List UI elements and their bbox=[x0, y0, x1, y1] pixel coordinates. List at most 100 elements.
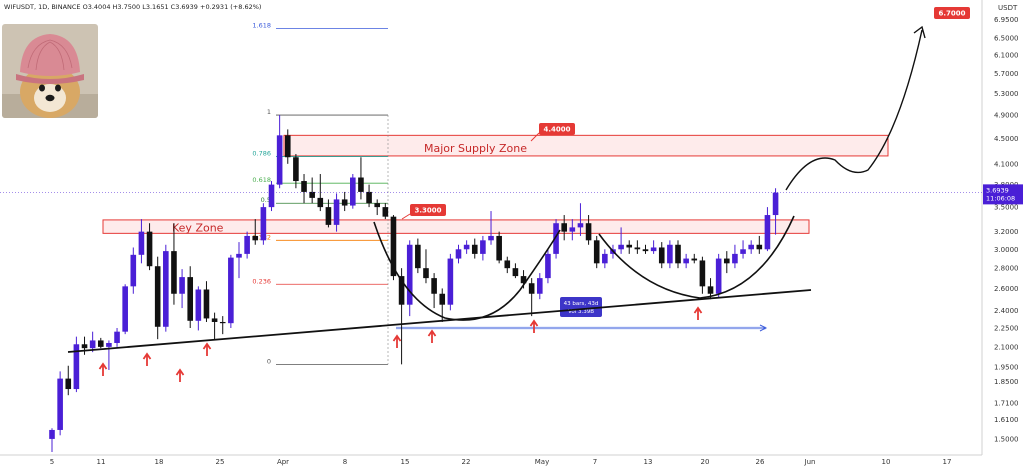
price-axis-unit: USDT bbox=[998, 4, 1018, 12]
candle-body bbox=[675, 244, 681, 264]
bearish-candle bbox=[658, 242, 665, 269]
fib-level-label: 0.236 bbox=[252, 277, 271, 285]
bullish-candle bbox=[715, 253, 722, 297]
candle-body bbox=[431, 278, 437, 294]
x-tick-label: 11 bbox=[97, 458, 106, 466]
bullish-candle bbox=[49, 428, 55, 452]
dog-avatar-logo bbox=[2, 24, 98, 118]
y-tick-label: 1.9500 bbox=[994, 364, 1019, 372]
candle-body bbox=[398, 276, 405, 305]
bearish-candle bbox=[512, 263, 519, 279]
candle-body bbox=[301, 181, 307, 192]
supply-zone-pointer bbox=[530, 132, 540, 142]
bullish-candle bbox=[748, 240, 754, 254]
candle-body bbox=[163, 251, 169, 327]
projection-path[interactable] bbox=[785, 29, 923, 191]
y-tick-label: 1.5000 bbox=[994, 435, 1019, 443]
bearish-candle bbox=[358, 157, 364, 200]
candle-body bbox=[49, 429, 55, 439]
candle-body bbox=[73, 344, 80, 390]
candle-body bbox=[740, 249, 746, 254]
candle-body bbox=[480, 240, 486, 254]
bearish-candle bbox=[317, 174, 324, 212]
candle-body bbox=[512, 268, 519, 277]
candle-body bbox=[57, 378, 63, 430]
bearish-candle bbox=[561, 215, 567, 241]
bullish-candle bbox=[106, 340, 112, 370]
candle-body bbox=[496, 235, 502, 261]
candle-body bbox=[114, 331, 120, 343]
candle-body bbox=[715, 258, 722, 294]
candle-body bbox=[325, 207, 332, 225]
bullish-candle bbox=[569, 219, 576, 241]
candle-body bbox=[284, 135, 291, 158]
candle-body bbox=[228, 257, 234, 324]
candle-body bbox=[146, 231, 153, 267]
candle-body bbox=[390, 216, 397, 277]
candle-body bbox=[252, 235, 259, 241]
supply-zone-rect[interactable] bbox=[283, 134, 889, 157]
bullish-candle bbox=[667, 240, 673, 269]
handle-curve[interactable] bbox=[598, 215, 795, 299]
bearish-candle bbox=[219, 316, 226, 335]
up-arrow-head bbox=[202, 342, 212, 350]
x-tick-labels: 5 11 18 25 Apr 8 15 22 May 7 13 20 26 Jun 10 17 bbox=[50, 458, 952, 466]
y-tick-label: 3.2000 bbox=[994, 228, 1019, 236]
current-price-countdown: 11:06:08 bbox=[986, 194, 1015, 202]
bearish-candle bbox=[471, 238, 478, 259]
bullish-candle bbox=[740, 240, 746, 259]
y-tick-label: 6.9500 bbox=[994, 16, 1019, 24]
up-arrow-head bbox=[175, 368, 185, 376]
drawings[interactable] bbox=[67, 25, 926, 382]
ascending-support-trendline[interactable] bbox=[67, 289, 812, 353]
key-zone-rect[interactable] bbox=[102, 219, 810, 234]
candle-body bbox=[618, 244, 624, 250]
y-tick-label: 3.5000 bbox=[994, 204, 1019, 212]
candle-body bbox=[520, 276, 527, 284]
candle-body bbox=[699, 260, 706, 287]
bearish-candle bbox=[97, 337, 104, 349]
candle-body bbox=[593, 240, 600, 264]
candle-body bbox=[447, 258, 454, 305]
bearish-candle bbox=[325, 199, 332, 228]
cup-curve[interactable] bbox=[373, 221, 561, 321]
candle-body bbox=[154, 266, 161, 327]
up-arrow-icon bbox=[427, 329, 437, 343]
candle-body bbox=[504, 260, 511, 269]
bearish-candle bbox=[211, 312, 218, 340]
candle-body bbox=[602, 253, 608, 264]
key-zone-badge-text: 3.3000 bbox=[414, 207, 441, 215]
candle-body bbox=[748, 244, 754, 250]
y-tick-label: 2.6000 bbox=[994, 285, 1019, 293]
bearish-candle bbox=[390, 215, 397, 281]
candle-body bbox=[97, 340, 104, 347]
date-range-measure[interactable]: 43 bars, 43d Vol 3.39B bbox=[396, 297, 768, 332]
bearish-candle bbox=[626, 240, 633, 254]
target-badge-bg bbox=[934, 7, 970, 19]
bullish-candle bbox=[602, 249, 608, 269]
up-arrow-head bbox=[427, 329, 437, 337]
bullish-candle bbox=[268, 181, 275, 212]
up-arrow-head bbox=[142, 352, 152, 360]
bullish-candle bbox=[195, 286, 202, 331]
bearish-candle bbox=[301, 174, 307, 204]
candle-body bbox=[219, 321, 226, 324]
bearish-candle bbox=[154, 256, 161, 340]
x-tick-label: 22 bbox=[462, 458, 471, 466]
measure-volume-text: Vol 3.39B bbox=[568, 309, 594, 315]
bullish-candle bbox=[650, 240, 657, 254]
bearish-candle bbox=[415, 238, 421, 274]
bearish-candle bbox=[423, 249, 429, 284]
candle-body bbox=[723, 258, 730, 264]
bullish-candle bbox=[130, 247, 137, 294]
candle-body bbox=[195, 289, 202, 321]
candle-body bbox=[65, 378, 72, 390]
bearish-candle bbox=[528, 278, 535, 317]
up-arrow-icon bbox=[202, 342, 212, 356]
bullish-candle bbox=[276, 115, 283, 189]
symbol-header: WIFUSDT, 1D, BINANCE O3.4004 H3.7500 L3.… bbox=[4, 3, 261, 11]
candle-body bbox=[707, 286, 714, 294]
candle-body bbox=[553, 223, 559, 254]
candle-body bbox=[439, 293, 446, 305]
